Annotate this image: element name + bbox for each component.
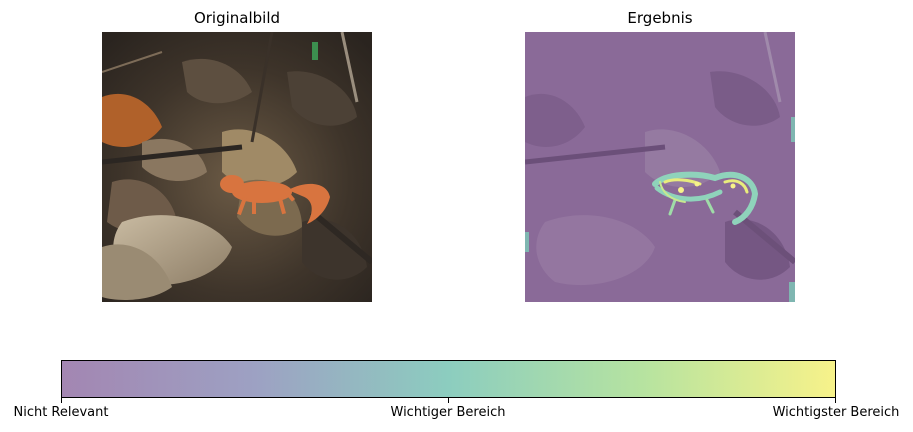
original-image (102, 32, 372, 302)
colorbar-label-most-important-area: Wichtigster Bereich (772, 405, 900, 420)
result-image (525, 32, 795, 302)
colorbar-tick-right (835, 398, 836, 403)
colorbar-label-not-relevant: Nicht Relevant (13, 405, 109, 420)
colorbar (61, 360, 836, 398)
colorbar-label-important-area: Wichtiger Bereich (390, 405, 506, 420)
colorbar-tick-left (61, 398, 62, 403)
original-image-title: Originalbild (193, 9, 281, 27)
result-image-title: Ergebnis (627, 9, 693, 27)
colorbar-tick-middle (448, 398, 449, 403)
